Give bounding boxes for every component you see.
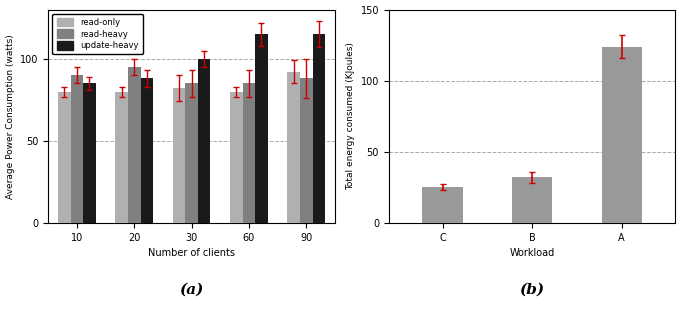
Bar xyxy=(300,78,313,223)
Bar xyxy=(512,177,552,223)
Bar xyxy=(128,67,140,223)
Bar xyxy=(71,75,83,223)
Bar xyxy=(287,72,300,223)
X-axis label: Number of clients: Number of clients xyxy=(148,248,235,258)
X-axis label: Workload: Workload xyxy=(509,248,555,258)
Bar xyxy=(255,34,268,223)
Bar xyxy=(83,83,96,223)
Legend: read-only, read-heavy, update-heavy: read-only, read-heavy, update-heavy xyxy=(52,14,142,54)
Bar xyxy=(185,83,198,223)
Y-axis label: Average Power Consumption (watts): Average Power Consumption (watts) xyxy=(5,34,14,199)
Bar xyxy=(313,34,325,223)
Text: (a): (a) xyxy=(179,282,204,297)
Bar xyxy=(242,83,255,223)
Bar xyxy=(422,187,462,223)
Text: (b): (b) xyxy=(520,282,545,297)
Bar xyxy=(115,91,128,223)
Bar xyxy=(172,88,185,223)
Bar xyxy=(140,78,153,223)
Y-axis label: Total energy consumed (KJoules): Total energy consumed (KJoules) xyxy=(346,42,355,190)
Bar xyxy=(601,47,642,223)
Bar xyxy=(230,91,242,223)
Bar xyxy=(58,91,71,223)
Bar xyxy=(198,59,210,223)
